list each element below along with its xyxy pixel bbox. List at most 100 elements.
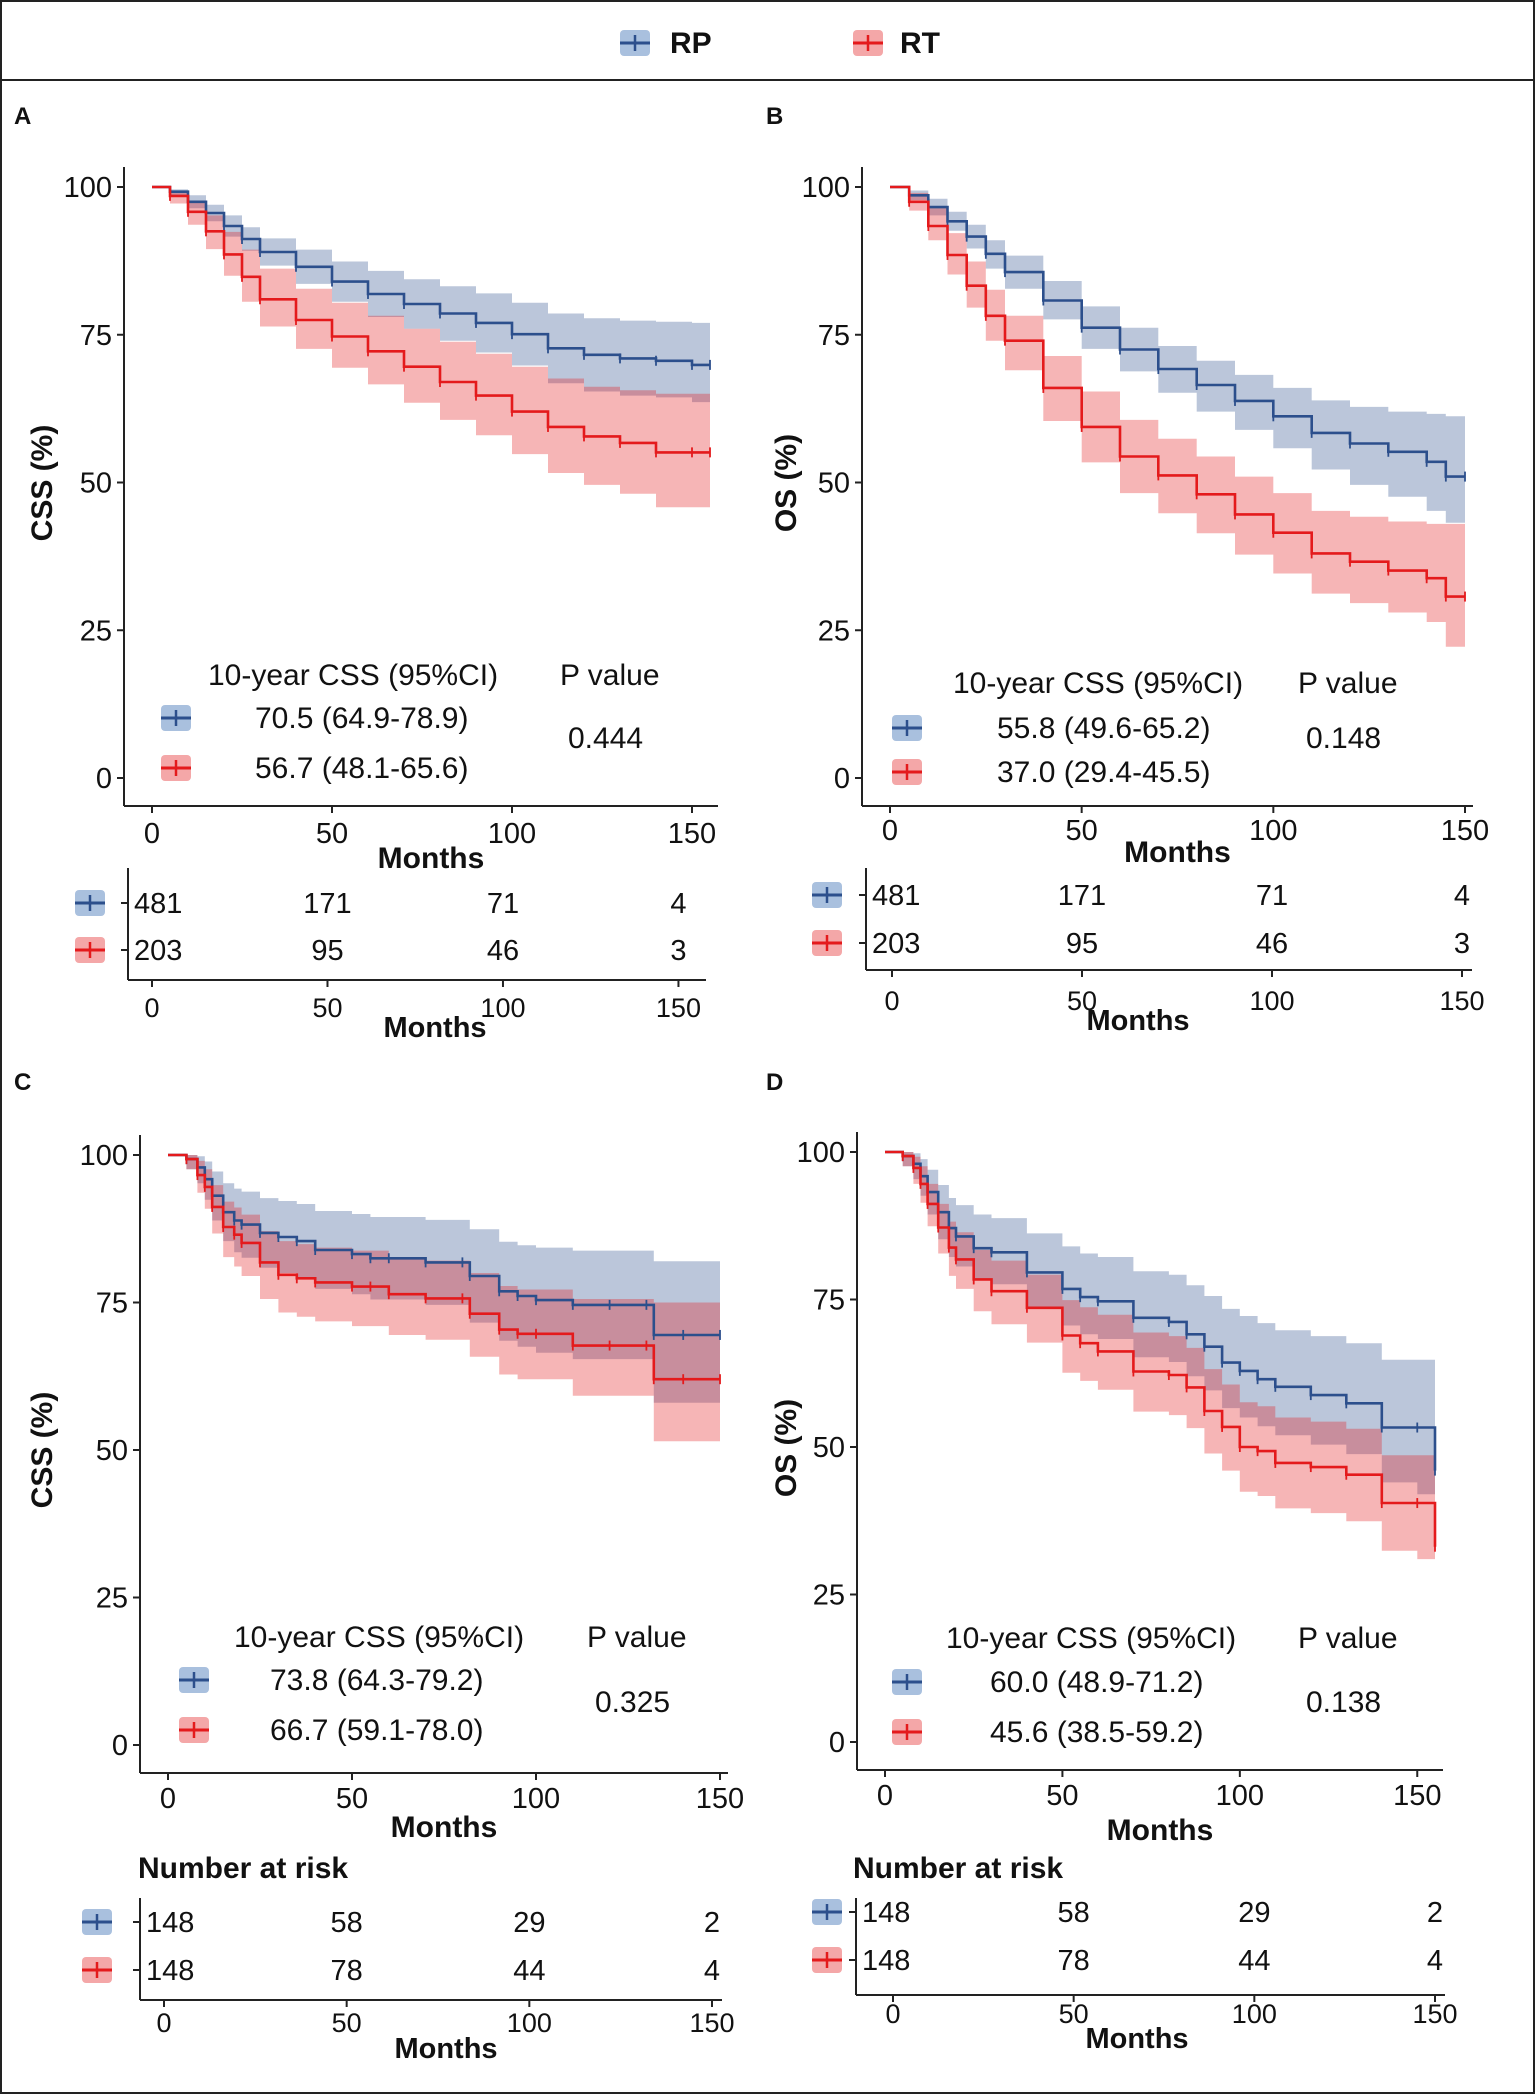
annotation-value-b-1: 37.0 (29.4-45.5): [997, 756, 1210, 789]
risk-count-b-1-3: 3: [1454, 928, 1470, 960]
legend-label-rt: RT: [900, 27, 940, 60]
risk-count-b-0-0: 481: [872, 880, 920, 912]
y-tick-label-b-25: 25: [818, 615, 850, 647]
y-tick-label-a-0: 0: [96, 763, 112, 795]
x-axis-label-c: Months: [391, 1811, 498, 1844]
panel-label-d: D: [766, 1069, 783, 1096]
x-tick-label-a-0: 0: [144, 818, 160, 850]
survival-line-b-rp: [890, 185, 1465, 478]
annotation-value-d-1: 45.6 (38.5-59.2): [990, 1716, 1203, 1749]
annotation-p-value-a: 0.444: [568, 722, 643, 755]
risk-x-tick-label-b-100: 100: [1249, 986, 1294, 1016]
x-tick-label-b-0: 0: [882, 815, 898, 847]
risk-x-tick-label-a-150: 150: [656, 993, 701, 1023]
risk-count-b-0-2: 71: [1256, 880, 1288, 912]
risk-x-tick-label-b-150: 150: [1439, 986, 1484, 1016]
risk-count-a-1-2: 46: [487, 935, 519, 967]
x-axis-label-b: Months: [1124, 836, 1231, 869]
annotation-header-a: 10-year CSS (95%CI): [208, 659, 498, 692]
y-tick-label-c-0: 0: [112, 1730, 128, 1762]
x-tick-label-a-100: 100: [488, 818, 536, 850]
y-tick-label-c-50: 50: [96, 1435, 128, 1467]
x-tick-label-d-50: 50: [1046, 1780, 1078, 1812]
risk-x-tick-label-c-50: 50: [332, 2008, 362, 2038]
risk-count-b-1-1: 95: [1066, 928, 1098, 960]
risk-x-tick-label-d-150: 150: [1412, 1999, 1457, 2029]
y-tick-label-b-100: 100: [802, 172, 850, 204]
risk-count-d-1-2: 44: [1238, 1945, 1270, 1977]
risk-title-d: Number at risk: [853, 1852, 1063, 1885]
risk-count-a-1-1: 95: [311, 935, 343, 967]
legend-item-rt: RT: [853, 27, 940, 60]
x-tick-label-b-150: 150: [1441, 815, 1489, 847]
ci-band-c-rp: [168, 1155, 720, 1403]
risk-x-axis-label-d: Months: [1085, 2023, 1188, 2055]
x-tick-label-a-150: 150: [668, 818, 716, 850]
risk-x-tick-label-b-0: 0: [884, 986, 899, 1016]
risk-count-c-1-0: 148: [146, 1955, 194, 1987]
risk-x-axis-label-a: Months: [383, 1012, 486, 1044]
panel-a: A CSS (%) 0 25 50 75 100 0 50 100 150 Months 10-year…: [14, 103, 718, 1044]
x-tick-label-a-50: 50: [316, 818, 348, 850]
risk-x-tick-label-d-0: 0: [885, 1999, 900, 2029]
annotation-p-value-d: 0.138: [1306, 1686, 1381, 1719]
y-axis-label-d: OS (%): [770, 1399, 803, 1497]
risk-count-a-0-1: 171: [303, 888, 351, 920]
x-tick-label-c-100: 100: [512, 1783, 560, 1815]
annotation-value-b-0: 55.8 (49.6-65.2): [997, 712, 1210, 745]
risk-count-a-1-0: 203: [134, 935, 182, 967]
risk-x-tick-label-c-150: 150: [689, 2008, 734, 2038]
risk-count-a-1-3: 3: [670, 935, 686, 967]
risk-count-b-1-0: 203: [872, 928, 920, 960]
risk-count-c-1-2: 44: [513, 1955, 545, 1987]
annotation-p-value-b: 0.148: [1306, 722, 1381, 755]
annotation-value-a-0: 70.5 (64.9-78.9): [255, 702, 468, 735]
risk-count-c-1-3: 4: [704, 1955, 720, 1987]
y-tick-label-a-100: 100: [64, 172, 112, 204]
annotation-p-header-b: P value: [1298, 667, 1398, 700]
survival-line-c-rt: [168, 1153, 720, 1381]
y-tick-label-d-75: 75: [813, 1285, 845, 1317]
x-tick-label-d-0: 0: [877, 1780, 893, 1812]
risk-count-d-0-2: 29: [1238, 1897, 1270, 1929]
y-tick-label-b-75: 75: [818, 320, 850, 352]
x-tick-label-b-100: 100: [1249, 815, 1297, 847]
risk-count-b-0-3: 4: [1454, 880, 1470, 912]
risk-x-axis-label-c: Months: [394, 2033, 497, 2065]
risk-x-tick-label-d-50: 50: [1059, 1999, 1089, 2029]
panel-label-a: A: [14, 103, 31, 130]
survival-line-a-rp: [152, 185, 710, 367]
annotation-p-header-c: P value: [587, 1621, 687, 1654]
panel-b: B OS (%) 0 25 50 75 100 0 50 100 150 Months 10-year …: [766, 103, 1489, 1037]
risk-count-c-0-3: 2: [704, 1907, 720, 1939]
y-tick-label-b-50: 50: [818, 468, 850, 500]
risk-count-d-1-1: 78: [1058, 1945, 1090, 1977]
y-axis-label-b: OS (%): [770, 434, 803, 532]
survival-line-b-rt: [890, 185, 1465, 598]
risk-count-d-0-3: 2: [1427, 1897, 1443, 1929]
y-tick-label-c-100: 100: [80, 1140, 128, 1172]
x-axis-label-d: Months: [1107, 1814, 1214, 1847]
risk-x-axis-label-b: Months: [1086, 1005, 1189, 1037]
y-tick-label-d-25: 25: [813, 1580, 845, 1612]
panels: A CSS (%) 0 25 50 75 100 0 50 100 150 Months 10-year…: [14, 103, 1489, 2065]
risk-count-d-0-0: 148: [862, 1897, 910, 1929]
risk-x-tick-label-a-50: 50: [312, 993, 342, 1023]
y-tick-label-d-100: 100: [797, 1137, 845, 1169]
risk-count-c-0-2: 29: [513, 1907, 545, 1939]
legend: RP RT: [620, 27, 940, 60]
risk-count-d-1-3: 4: [1427, 1945, 1443, 1977]
risk-count-d-1-0: 148: [862, 1945, 910, 1977]
y-axis-label-c: CSS (%): [26, 1392, 59, 1509]
risk-count-c-0-0: 148: [146, 1907, 194, 1939]
annotation-value-c-0: 73.8 (64.3-79.2): [270, 1664, 483, 1697]
risk-title-c: Number at risk: [138, 1852, 348, 1885]
y-tick-label-d-50: 50: [813, 1432, 845, 1464]
y-tick-label-b-0: 0: [834, 763, 850, 795]
risk-count-c-0-1: 58: [331, 1907, 363, 1939]
risk-x-tick-label-c-100: 100: [507, 2008, 552, 2038]
panel-c: C CSS (%) 0 25 50 75 100 0 50 100 150 Months 10-year…: [14, 1069, 744, 2065]
panel-label-c: C: [14, 1069, 31, 1096]
legend-label-rp: RP: [670, 27, 712, 60]
